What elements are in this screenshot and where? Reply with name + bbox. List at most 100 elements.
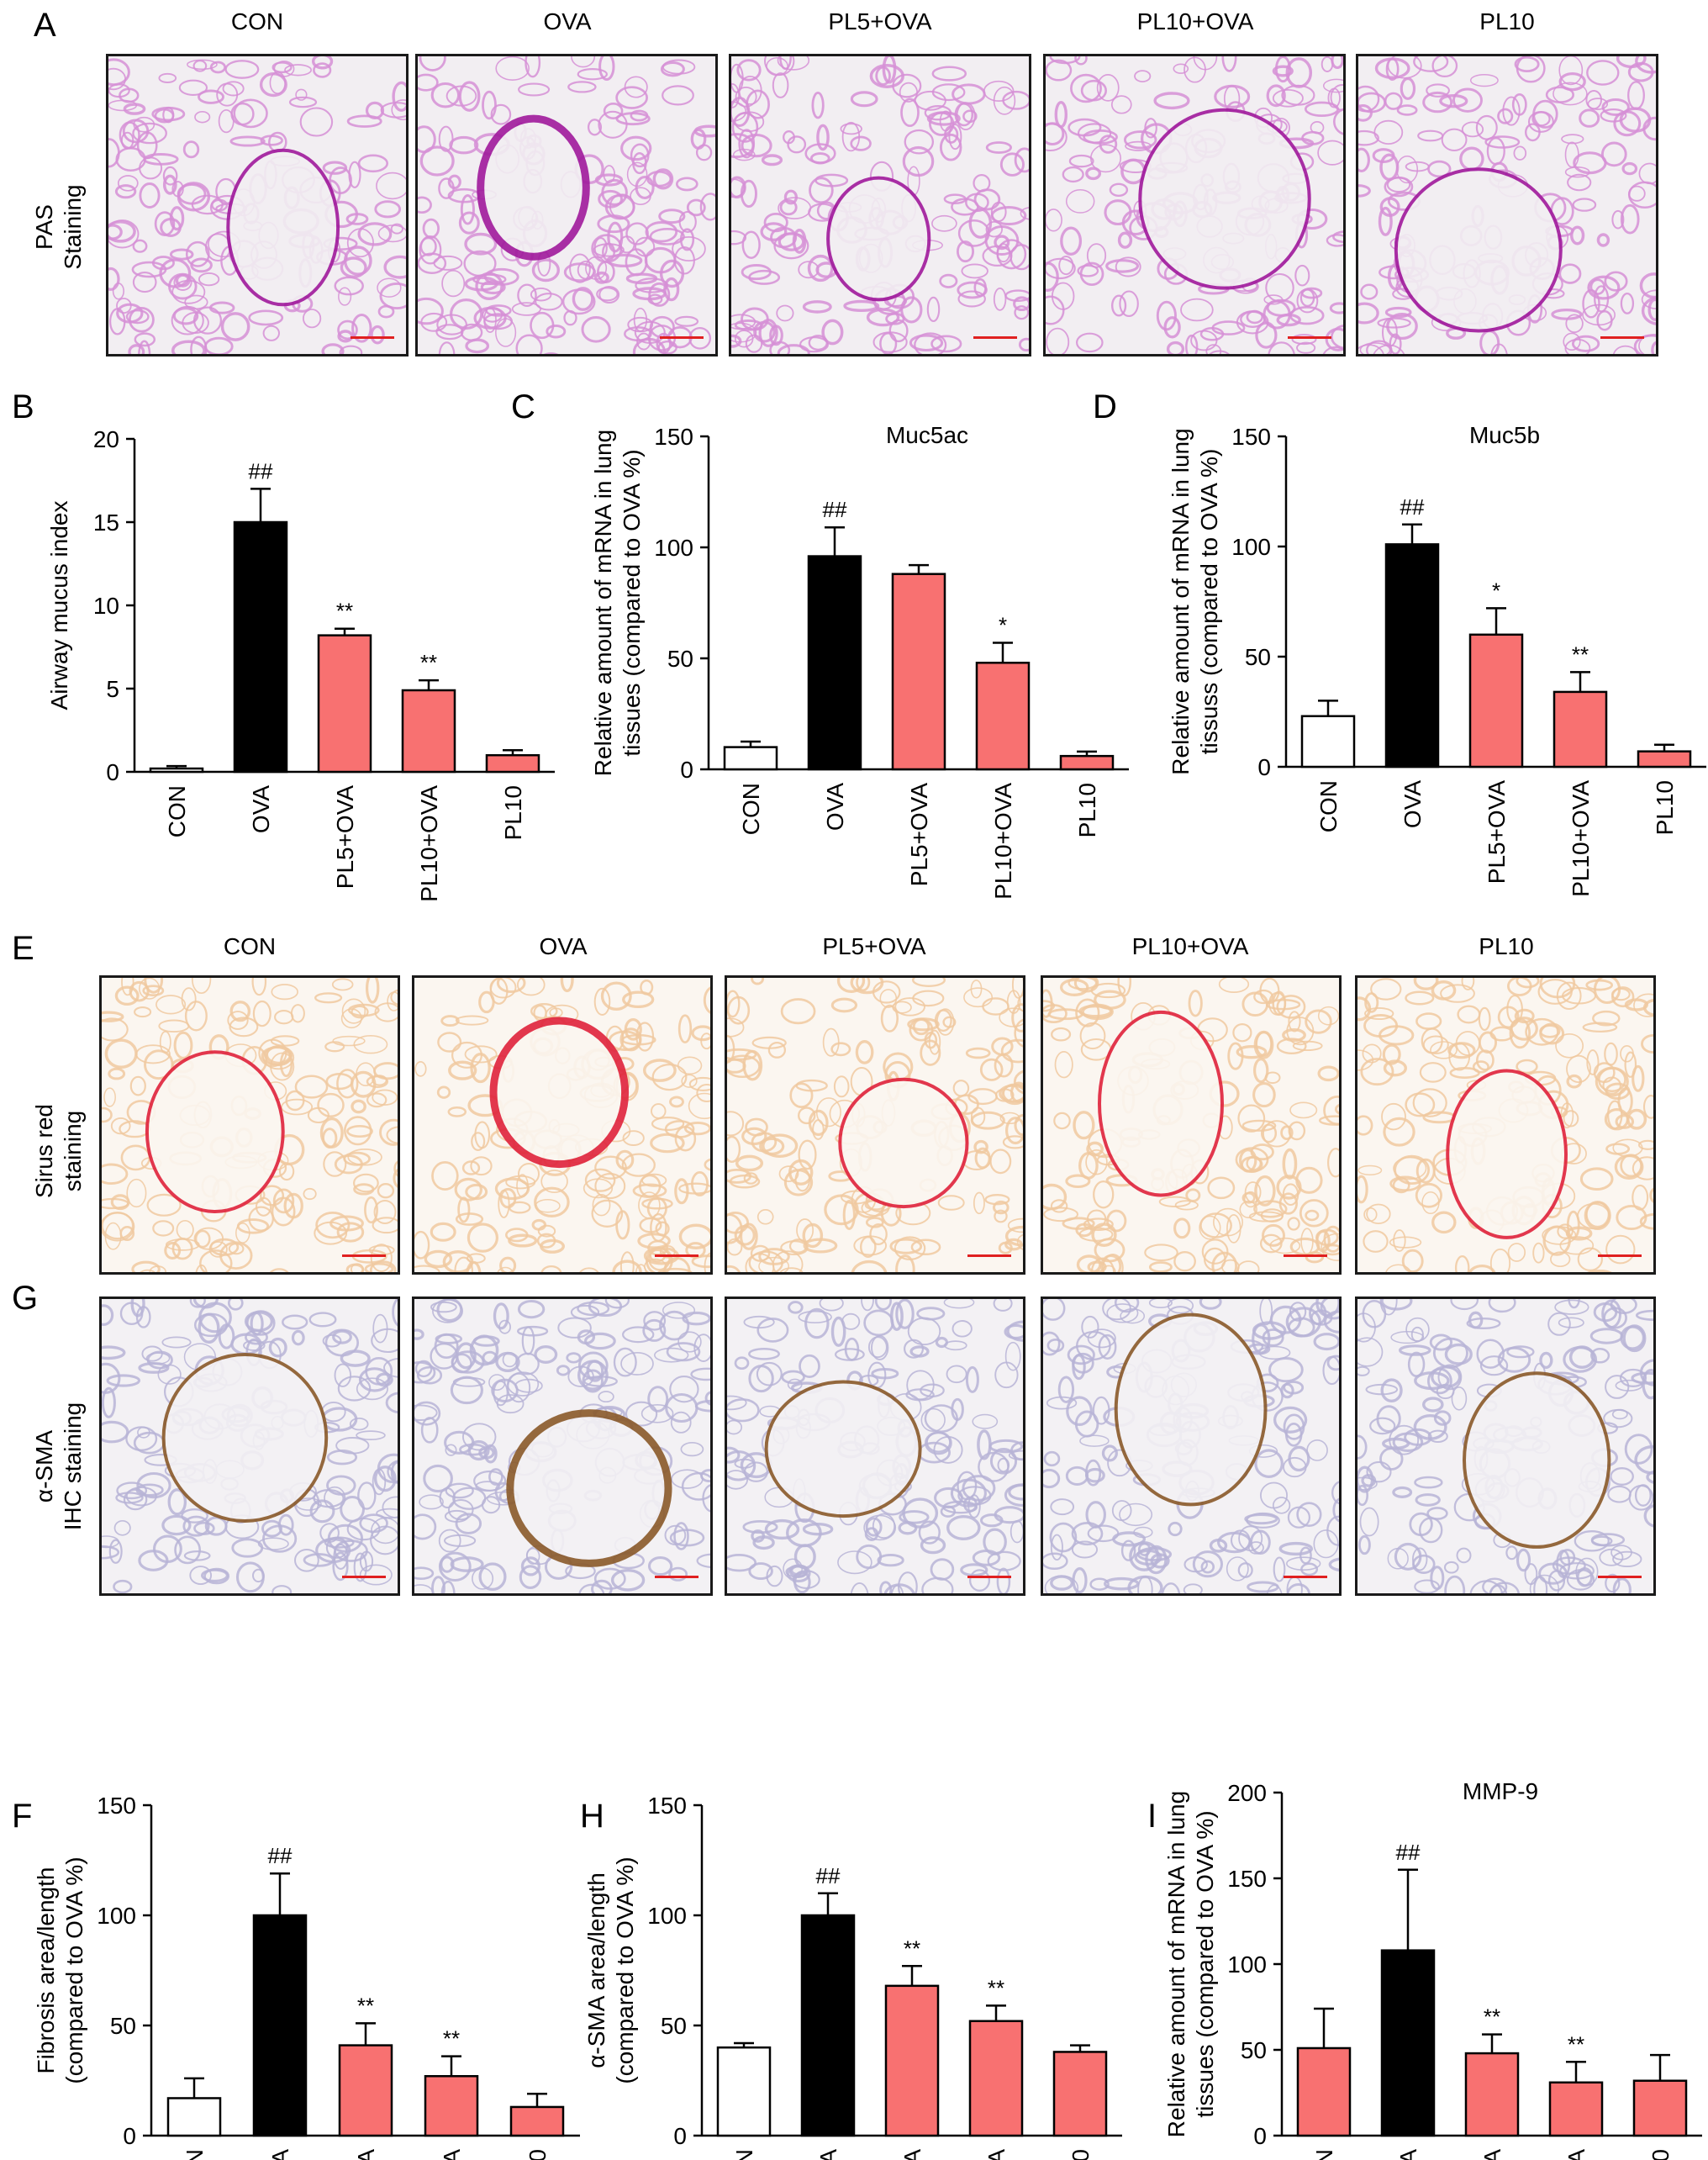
tissue-texture: [1043, 1299, 1339, 1593]
chart-b-bar-3: [401, 689, 456, 774]
micrograph-sma-pl5ova: [725, 1297, 1025, 1596]
chart-i-bar-4: [1632, 2079, 1688, 2137]
tissue-texture: [414, 1299, 710, 1593]
tissue-texture: [102, 1299, 398, 1593]
tissue-texture: [108, 56, 406, 354]
chart-b-y-tick-label: 0: [106, 759, 119, 785]
chart-i-title: MMP-9: [1463, 1778, 1538, 1804]
chart-d-y-tick-label: 100: [1231, 534, 1271, 560]
chart-i-bar-0: [1296, 2046, 1352, 2137]
chart-f-category-label-1: OVA: [267, 2149, 293, 2160]
micrograph-sirius-pl10ova: [1041, 975, 1342, 1275]
chart-c-bar-3: [975, 662, 1031, 771]
panel-letter-h: H: [580, 1798, 604, 1835]
chart-b-y-axis-label: Airway mucus index: [46, 501, 72, 710]
scale-bar: [1600, 336, 1644, 339]
chart-b-category-label-0: CON: [164, 785, 190, 837]
e-col-title-ova: OVA: [539, 933, 588, 959]
chart-h-annotation-2: **: [904, 1936, 920, 1961]
chart-i-bar-1: [1380, 1949, 1436, 2137]
chart-b-category-label-2: PL5+OVA: [332, 785, 358, 890]
chart-i-y-tick-label: 50: [1241, 2037, 1267, 2063]
chart-h-category-label-3: PL10+OVA: [983, 2149, 1010, 2160]
micrograph-pas-pl5ova: [729, 54, 1031, 356]
micrograph-sirius-ova: [412, 975, 713, 1275]
chart-f-annotation-3: **: [443, 2026, 460, 2052]
chart-c: 0 50 100 150 Relative amount of mRNA in lung…: [590, 422, 1129, 900]
tissue-texture: [1043, 978, 1339, 1272]
tissue-texture: [731, 56, 1029, 354]
chart-f-annotation-1: ##: [268, 1843, 293, 1868]
tissue-texture: [1357, 978, 1653, 1272]
micrograph-pas-pl10: [1356, 54, 1658, 356]
chart-f-annotation-2: **: [357, 1993, 374, 2018]
chart-c-category-label-1: OVA: [822, 783, 848, 831]
chart-b: 0 5 10 15 20 Airway mucus index CON ## OVA ** PL5+…: [46, 426, 555, 902]
chart-c-title: Muc5ac: [886, 422, 968, 448]
tissue-texture: [727, 1299, 1023, 1593]
chart-f-category-label-3: PL10+OVA: [439, 2149, 465, 2160]
chart-c-category-label-4: PL10: [1074, 783, 1100, 837]
chart-h-annotation-1: ##: [816, 1863, 841, 1888]
scale-bar: [342, 1576, 386, 1578]
tissue-texture: [1357, 1299, 1653, 1593]
e-col-title-pl5ova: PL5+OVA: [822, 933, 926, 959]
chart-c-y-tick-label: 100: [654, 535, 693, 561]
chart-h-category-label-1: OVA: [815, 2149, 841, 2160]
tissue-texture: [1046, 56, 1343, 354]
a-col-title-con: CON: [230, 8, 284, 34]
chart-f-category-label-0: CON: [182, 2149, 208, 2160]
scale-bar: [1284, 1576, 1327, 1578]
chart-d-title: Muc5b: [1469, 422, 1540, 448]
panel-letter-i: I: [1147, 1798, 1157, 1835]
chart-b-bar-0: [149, 767, 204, 774]
scale-bar: [655, 1576, 698, 1578]
chart-f-y-tick-label: 0: [123, 2123, 136, 2149]
chart-h-y-tick-label: 100: [647, 1903, 687, 1929]
chart-c-annotation-1: ##: [823, 497, 847, 522]
chart-f-bar-3: [424, 2075, 479, 2137]
a-col-title-pl5ova: PL5+OVA: [828, 8, 932, 34]
micrograph-sma-pl10: [1355, 1297, 1656, 1596]
chart-c-category-label-0: CON: [738, 783, 764, 835]
a-col-title-pl10ova: PL10+OVA: [1136, 8, 1254, 34]
chart-i-category-label-4: PL10: [1647, 2149, 1674, 2160]
chart-c-bar-0: [723, 746, 778, 771]
chart-h-category-label-0: CON: [731, 2149, 757, 2160]
chart-b-category-label-1: OVA: [248, 785, 274, 833]
chart-b-y-tick-label: 20: [93, 426, 119, 452]
chart-d-category-label-3: PL10+OVA: [1568, 780, 1594, 897]
chart-d-y-tick-label: 150: [1231, 424, 1271, 450]
scale-bar: [967, 1254, 1011, 1257]
chart-f-y-axis-label-line: (compared to OVA %): [61, 1856, 87, 2083]
chart-c-annotation-3: *: [999, 613, 1007, 638]
chart-i-y-tick-label: 100: [1227, 1951, 1267, 1978]
chart-h-bar-2: [884, 1984, 940, 2137]
scale-bar: [660, 336, 704, 339]
chart-i-y-tick-label: 150: [1227, 1866, 1267, 1892]
scale-bar: [967, 1576, 1011, 1578]
chart-i-bar-2: [1464, 2052, 1520, 2137]
chart-f-category-label-4: PL10: [525, 2149, 551, 2160]
chart-h-y-axis-label-line: α-SMA area/length: [583, 1872, 609, 2068]
chart-d-bar-3: [1552, 690, 1608, 768]
chart-h-bar-3: [968, 2020, 1024, 2137]
scale-bar: [1598, 1254, 1642, 1257]
chart-d-y-tick-label: 50: [1245, 644, 1271, 670]
chart-c-y-tick-label: 50: [667, 646, 693, 672]
chart-c-y-tick-label: 0: [680, 757, 693, 783]
micrograph-sma-con: [99, 1297, 400, 1596]
chart-b-y-tick-label: 10: [93, 593, 119, 619]
micrograph-sirius-pl5ova: [725, 975, 1025, 1275]
chart-h-bar-1: [800, 1914, 856, 2137]
chart-h-y-tick-label: 150: [647, 1793, 687, 1819]
chart-i-category-label-2: PL5+OVA: [1479, 2149, 1505, 2160]
chart-c-bar-2: [891, 573, 946, 771]
chart-f-y-axis-label-line: Fibrosis area/length: [33, 1867, 59, 2074]
chart-d-category-label-4: PL10: [1652, 780, 1678, 835]
chart-i-category-label-1: OVA: [1395, 2149, 1421, 2160]
chart-f-bar-1: [252, 1914, 308, 2137]
chart-b-y-tick-label: 5: [106, 676, 119, 702]
chart-d-bar-1: [1384, 543, 1440, 768]
chart-c-y-tick-label: 150: [654, 424, 693, 450]
